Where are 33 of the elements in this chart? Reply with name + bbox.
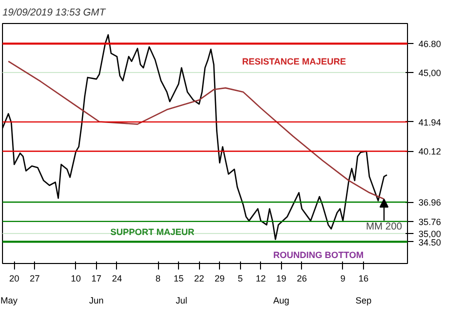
x2-tick-label: Jul <box>176 296 188 306</box>
x-tick-label: 22 <box>194 274 204 284</box>
ref-line-label: 36.96 <box>418 198 442 208</box>
x2-tick-label: Sep <box>355 296 372 306</box>
x-tick-label: 29 <box>214 274 225 284</box>
chart-title: 19/09/2019 13:53 GMT <box>2 8 106 18</box>
x-tick-label: 16 <box>358 274 368 284</box>
x-tick-label: 17 <box>91 274 102 284</box>
ref-line-label: 41.94 <box>418 117 442 128</box>
x-tick-label: 20 <box>9 274 20 284</box>
ref-line-label: 34.50 <box>418 237 442 248</box>
x2-tick-label: May <box>0 296 18 306</box>
x-tick-label: 15 <box>174 274 184 284</box>
x2-tick-label: Aug <box>273 296 290 306</box>
x-tick-label: 10 <box>70 274 81 284</box>
x-tick-label: 12 <box>256 274 266 284</box>
annotation: SUPPORT MAJEUR <box>110 227 195 238</box>
annotation: ROUNDING BOTTOM <box>273 250 364 260</box>
x-tick-label: 5 <box>238 274 243 284</box>
y-tick-label: 45,00 <box>418 68 442 78</box>
annotation: RESISTANCE MAJEURE <box>242 56 346 67</box>
x-tick-label: 19 <box>276 274 286 284</box>
x-tick-label: 24 <box>112 274 122 284</box>
ref-line-label: 40.12 <box>418 146 442 157</box>
text: MM 200 <box>366 222 403 233</box>
x-tick-label: 9 <box>340 274 346 284</box>
x-tick-label: 26 <box>296 274 307 284</box>
x-tick-label: 27 <box>30 274 40 284</box>
y-tick-label: 35,00 <box>418 229 442 240</box>
x2-tick-label: Jun <box>89 296 104 306</box>
ref-line-label: 35.76 <box>418 216 442 227</box>
ref-line-label: 46.80 <box>418 39 442 50</box>
x-tick-label: 8 <box>156 274 161 284</box>
